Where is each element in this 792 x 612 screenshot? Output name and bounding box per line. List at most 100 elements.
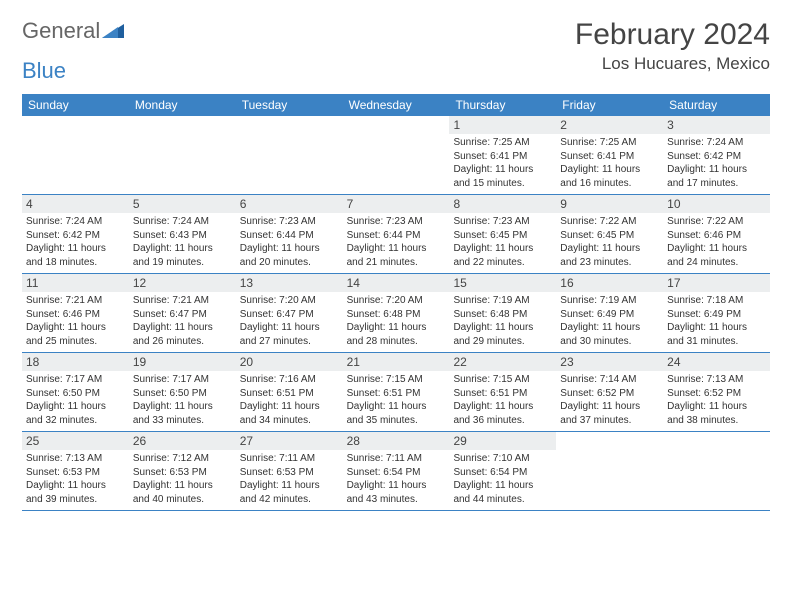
sunset-text: Sunset: 6:51 PM — [240, 387, 339, 401]
day-number: 13 — [236, 274, 343, 292]
day-cell — [556, 432, 663, 510]
sunset-text: Sunset: 6:41 PM — [453, 150, 552, 164]
logo-triangle-icon — [102, 18, 124, 44]
daylight-text: Daylight: 11 hours and 35 minutes. — [347, 400, 446, 427]
sunrise-text: Sunrise: 7:11 AM — [240, 452, 339, 466]
day-cell: 1Sunrise: 7:25 AMSunset: 6:41 PMDaylight… — [449, 116, 556, 194]
sunrise-text: Sunrise: 7:22 AM — [667, 215, 766, 229]
sunrise-text: Sunrise: 7:17 AM — [26, 373, 125, 387]
weekday-header: Saturday — [663, 94, 770, 116]
sunrise-text: Sunrise: 7:21 AM — [26, 294, 125, 308]
daylight-text: Daylight: 11 hours and 34 minutes. — [240, 400, 339, 427]
month-title: February 2024 — [575, 18, 770, 52]
sunset-text: Sunset: 6:54 PM — [347, 466, 446, 480]
day-cell: 23 Sunrise: 7:14 AMSunset: 6:52 PMDayligh… — [556, 353, 663, 431]
daylight-text: Daylight: 11 hours and 16 minutes. — [560, 163, 659, 190]
day-details: Sunrise: 7:17 AMSunset: 6:50 PMDaylight:… — [133, 373, 232, 427]
sunset-text: Sunset: 6:49 PM — [560, 308, 659, 322]
day-number: 6 — [236, 195, 343, 213]
day-cell: 22Sunrise: 7:15 AMSunset: 6:51 PMDayligh… — [449, 353, 556, 431]
day-cell: 20 Sunrise: 7:16 AMSunset: 6:51 PMDayligh… — [236, 353, 343, 431]
daylight-text: Daylight: 11 hours and 30 minutes. — [560, 321, 659, 348]
sunset-text: Sunset: 6:42 PM — [667, 150, 766, 164]
day-cell — [236, 116, 343, 194]
location-label: Los Hucuares, Mexico — [575, 54, 770, 74]
sunrise-text: Sunrise: 7:24 AM — [133, 215, 232, 229]
day-number: 9 — [556, 195, 663, 213]
sunset-text: Sunset: 6:50 PM — [133, 387, 232, 401]
sunrise-text: Sunrise: 7:22 AM — [560, 215, 659, 229]
weekday-header: Wednesday — [343, 94, 450, 116]
week-row: 25Sunrise: 7:13 AMSunset: 6:53 PMDayligh… — [22, 432, 770, 511]
day-cell: 25Sunrise: 7:13 AMSunset: 6:53 PMDayligh… — [22, 432, 129, 510]
day-details: Sunrise: 7:21 AMSunset: 6:46 PMDaylight:… — [26, 294, 125, 348]
day-cell: 7Sunrise: 7:23 AMSunset: 6:44 PMDaylight… — [343, 195, 450, 273]
daylight-text: Daylight: 11 hours and 25 minutes. — [26, 321, 125, 348]
day-details: Sunrise: 7:13 AMSunset: 6:52 PMDaylight:… — [667, 373, 766, 427]
daylight-text: Daylight: 11 hours and 39 minutes. — [26, 479, 125, 506]
sunset-text: Sunset: 6:52 PM — [667, 387, 766, 401]
day-number: 23 — [556, 353, 663, 371]
sunset-text: Sunset: 6:45 PM — [453, 229, 552, 243]
sunrise-text: Sunrise: 7:17 AM — [133, 373, 232, 387]
day-cell: 18 Sunrise: 7:17 AMSunset: 6:50 PMDayligh… — [22, 353, 129, 431]
sunset-text: Sunset: 6:46 PM — [667, 229, 766, 243]
day-number — [663, 432, 770, 450]
day-cell: 11Sunrise: 7:21 AMSunset: 6:46 PMDayligh… — [22, 274, 129, 352]
day-number: 5 — [129, 195, 236, 213]
day-details: Sunrise: 7:18 AMSunset: 6:49 PMDaylight:… — [667, 294, 766, 348]
day-number: 4 — [22, 195, 129, 213]
day-details: Sunrise: 7:23 AMSunset: 6:45 PMDaylight:… — [453, 215, 552, 269]
day-details: Sunrise: 7:19 AMSunset: 6:48 PMDaylight:… — [453, 294, 552, 348]
day-details: Sunrise: 7:11 AMSunset: 6:54 PMDaylight:… — [347, 452, 446, 506]
day-number — [556, 432, 663, 450]
sunset-text: Sunset: 6:53 PM — [133, 466, 232, 480]
day-details: Sunrise: 7:14 AMSunset: 6:52 PMDaylight:… — [560, 373, 659, 427]
day-cell: 12Sunrise: 7:21 AMSunset: 6:47 PMDayligh… — [129, 274, 236, 352]
logo-text-general: General — [22, 18, 100, 44]
day-number: 15 — [449, 274, 556, 292]
day-number — [236, 116, 343, 134]
sunset-text: Sunset: 6:47 PM — [133, 308, 232, 322]
day-number: 16 — [556, 274, 663, 292]
daylight-text: Daylight: 11 hours and 32 minutes. — [26, 400, 125, 427]
daylight-text: Daylight: 11 hours and 17 minutes. — [667, 163, 766, 190]
sunrise-text: Sunrise: 7:23 AM — [240, 215, 339, 229]
day-details: Sunrise: 7:20 AMSunset: 6:48 PMDaylight:… — [347, 294, 446, 348]
weekday-header: Tuesday — [236, 94, 343, 116]
sunrise-text: Sunrise: 7:19 AM — [560, 294, 659, 308]
day-cell: 14Sunrise: 7:20 AMSunset: 6:48 PMDayligh… — [343, 274, 450, 352]
day-cell: 26Sunrise: 7:12 AMSunset: 6:53 PMDayligh… — [129, 432, 236, 510]
day-details: Sunrise: 7:23 AMSunset: 6:44 PMDaylight:… — [240, 215, 339, 269]
sunset-text: Sunset: 6:48 PM — [347, 308, 446, 322]
day-details: Sunrise: 7:25 AMSunset: 6:41 PMDaylight:… — [453, 136, 552, 190]
sunset-text: Sunset: 6:51 PM — [347, 387, 446, 401]
day-number: 12 — [129, 274, 236, 292]
day-details: Sunrise: 7:17 AMSunset: 6:50 PMDaylight:… — [26, 373, 125, 427]
day-cell: 28Sunrise: 7:11 AMSunset: 6:54 PMDayligh… — [343, 432, 450, 510]
sunset-text: Sunset: 6:52 PM — [560, 387, 659, 401]
day-details: Sunrise: 7:10 AMSunset: 6:54 PMDaylight:… — [453, 452, 552, 506]
sunset-text: Sunset: 6:41 PM — [560, 150, 659, 164]
day-number: 20 — [236, 353, 343, 371]
daylight-text: Daylight: 11 hours and 19 minutes. — [133, 242, 232, 269]
day-details: Sunrise: 7:15 AMSunset: 6:51 PMDaylight:… — [347, 373, 446, 427]
daylight-text: Daylight: 11 hours and 24 minutes. — [667, 242, 766, 269]
sunrise-text: Sunrise: 7:23 AM — [453, 215, 552, 229]
day-cell: 19Sunrise: 7:17 AMSunset: 6:50 PMDayligh… — [129, 353, 236, 431]
day-number: 2 — [556, 116, 663, 134]
day-details: Sunrise: 7:20 AMSunset: 6:47 PMDaylight:… — [240, 294, 339, 348]
day-cell: 3Sunrise: 7:24 AMSunset: 6:42 PMDaylight… — [663, 116, 770, 194]
daylight-text: Daylight: 11 hours and 37 minutes. — [560, 400, 659, 427]
sunrise-text: Sunrise: 7:18 AM — [667, 294, 766, 308]
day-number: 10 — [663, 195, 770, 213]
weekday-header-row: Sunday Monday Tuesday Wednesday Thursday… — [22, 94, 770, 116]
day-cell: 6 Sunrise: 7:23 AMSunset: 6:44 PMDaylight… — [236, 195, 343, 273]
day-number: 18 — [22, 353, 129, 371]
day-details: Sunrise: 7:24 AMSunset: 6:43 PMDaylight:… — [133, 215, 232, 269]
sunrise-text: Sunrise: 7:16 AM — [240, 373, 339, 387]
day-cell — [343, 116, 450, 194]
sunrise-text: Sunrise: 7:24 AM — [26, 215, 125, 229]
weekday-header: Thursday — [449, 94, 556, 116]
title-block: February 2024 Los Hucuares, Mexico — [575, 18, 770, 74]
